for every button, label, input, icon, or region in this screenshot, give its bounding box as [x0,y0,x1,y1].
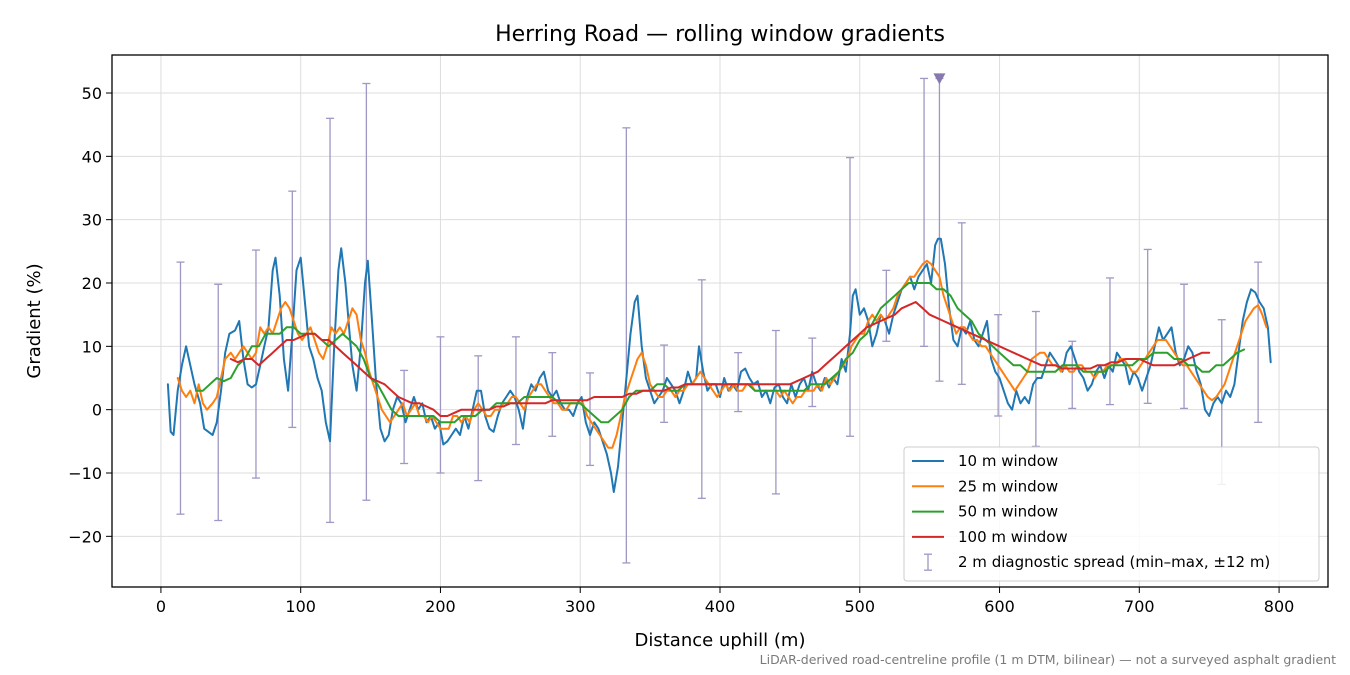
y-tick-label: 40 [82,147,102,166]
series-lines [166,237,1272,493]
error-bar [697,279,706,499]
x-tick-label: 700 [1124,597,1155,616]
error-bar [474,355,483,482]
legend: 10 m window 25 m window 50 m window 100 m w… [903,446,1320,582]
series-line-1 [166,237,1272,493]
y-tick-label: 20 [82,274,102,293]
legend-box [903,446,1320,582]
legend-label-errorbar: 2 m diagnostic spread (min–max, ±12 m) [958,553,1270,571]
y-tick-label: −10 [68,464,102,483]
x-tick-label: 400 [705,597,736,616]
error-bar [957,222,966,385]
peak-marker-group [933,73,946,85]
error-bar [935,77,944,382]
error-bar [214,283,223,522]
legend-entries: 10 m window 25 m window 50 m window 100 m w… [912,452,1270,571]
y-tick-label: 50 [82,84,102,103]
y-tick-label: 10 [82,337,102,356]
error-bar [845,156,854,437]
y-tick-label: 30 [82,211,102,230]
error-bar [326,117,335,524]
error-bar [288,190,297,429]
legend-swatch-errorbar [924,553,932,571]
x-tick-label: 300 [565,597,596,616]
error-bar [1105,277,1114,406]
error-bar [1254,261,1263,423]
footnote: LiDAR-derived road-centreline profile (1… [760,652,1336,667]
x-tick-label: 600 [984,597,1015,616]
y-axis-label: Gradient (%) [24,263,45,378]
error-bar [436,336,445,474]
y-tick-label: 0 [92,401,102,420]
x-axis-label: Distance uphill (m) [635,630,806,651]
legend-label-2: 25 m window [958,477,1058,495]
error-bar [548,352,557,437]
error-bar [920,77,929,347]
x-tick-label: 200 [425,597,456,616]
error-bar [511,336,520,446]
legend-label-4: 100 m window [958,528,1068,546]
error-bar [362,82,371,501]
peak-marker [933,73,946,85]
error-bar [1143,248,1152,404]
series-line-2 [176,259,1268,449]
series-line-4 [229,301,1211,417]
x-tick-label: 100 [285,597,316,616]
error-bar [622,127,631,564]
legend-label-3: 50 m window [958,503,1058,521]
y-tick-label: −20 [68,527,102,546]
chart-title: Herring Road — rolling window gradients [495,22,945,47]
x-tick-label: 0 [156,597,166,616]
error-bar [882,269,891,342]
x-tick-label: 800 [1264,597,1295,616]
error-bar [1180,283,1189,410]
legend-label-1: 10 m window [958,452,1058,470]
error-bar [771,329,780,495]
x-tick-label: 500 [844,597,875,616]
axis-ticks: 0 100 200 300 400 500 600 700 800 −20 −10 0 10 20 30 40… [68,84,1294,616]
